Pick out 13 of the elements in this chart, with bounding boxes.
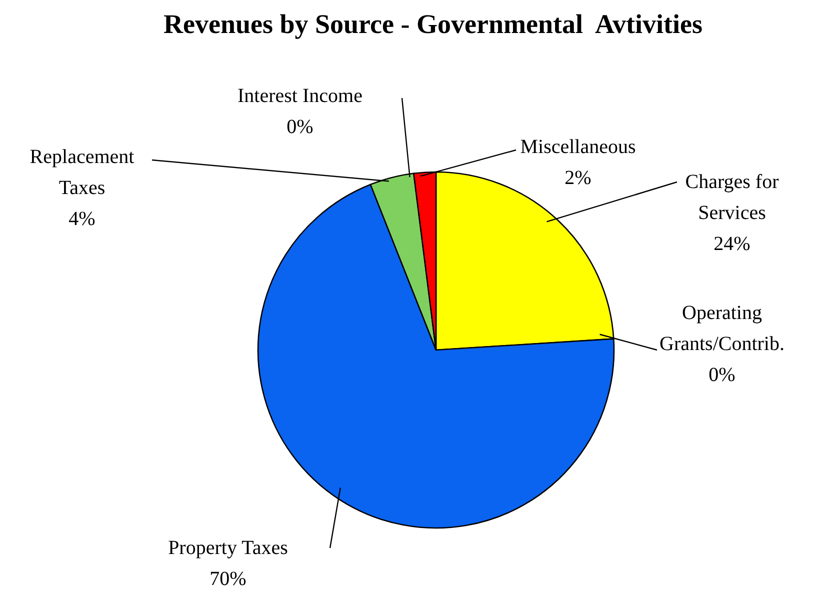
slice-label: Miscellaneous: [520, 136, 636, 158]
data-label: 4%: [68, 208, 96, 230]
data-label: 24%: [714, 233, 750, 255]
text: 0%: [286, 116, 314, 138]
text: 0%: [708, 364, 736, 386]
chart-title: Revenues by Source - Governmental Avtivities: [164, 9, 702, 39]
slice-label: Charges for Services: [685, 171, 780, 224]
category-label: Operating Grants/Contrib.: [660, 302, 784, 355]
data-label: 2%: [564, 167, 592, 189]
slice-label: Property Taxes: [168, 537, 288, 559]
category-label: Interest Income: [238, 85, 362, 107]
slice-label: Replacement Taxes: [30, 146, 135, 199]
data-label: 70%: [210, 568, 246, 590]
